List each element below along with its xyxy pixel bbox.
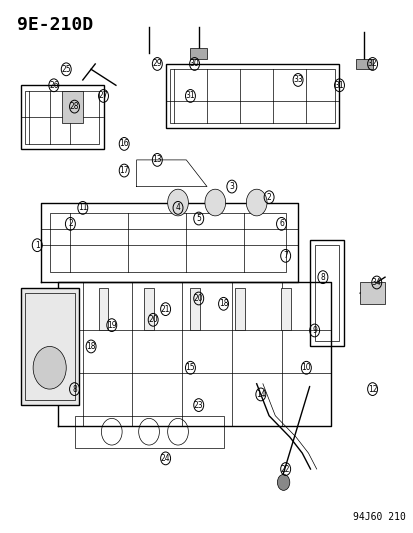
Text: 11: 11 <box>78 204 87 212</box>
Bar <box>74 416 223 448</box>
Bar <box>165 64 339 128</box>
Text: 18: 18 <box>86 342 95 351</box>
Text: 12: 12 <box>367 385 376 393</box>
Bar <box>235 288 244 330</box>
Text: 32: 32 <box>367 60 377 68</box>
Circle shape <box>167 189 188 216</box>
Text: 30: 30 <box>189 60 199 68</box>
Bar <box>21 288 78 405</box>
Bar <box>189 288 199 330</box>
Text: 8: 8 <box>72 385 77 393</box>
Text: 20: 20 <box>148 316 158 324</box>
Text: 3: 3 <box>229 182 234 191</box>
Text: 33: 33 <box>292 76 302 84</box>
Bar <box>25 293 74 400</box>
Bar <box>50 213 285 272</box>
Bar <box>190 48 206 59</box>
Text: 16: 16 <box>119 140 129 148</box>
Text: 23: 23 <box>193 401 203 409</box>
Text: 17: 17 <box>119 166 129 175</box>
Text: 22: 22 <box>280 465 290 473</box>
Circle shape <box>204 189 225 216</box>
Text: 7: 7 <box>282 252 287 260</box>
Text: 20: 20 <box>193 294 203 303</box>
Text: 31: 31 <box>334 81 344 90</box>
Text: 15: 15 <box>185 364 195 372</box>
Text: 24: 24 <box>160 454 170 463</box>
Text: 5: 5 <box>196 214 201 223</box>
Text: 9E-210D: 9E-210D <box>17 16 93 34</box>
Text: 27: 27 <box>98 92 108 100</box>
Text: 10: 10 <box>301 364 311 372</box>
Bar <box>355 59 372 69</box>
Text: 18: 18 <box>218 300 228 308</box>
Circle shape <box>277 474 289 490</box>
Text: 31: 31 <box>185 92 195 100</box>
Bar <box>62 91 83 123</box>
Text: 13: 13 <box>152 156 162 164</box>
Text: 1: 1 <box>35 241 40 249</box>
Text: 34: 34 <box>371 278 381 287</box>
Circle shape <box>33 346 66 389</box>
Text: 94J60 210: 94J60 210 <box>352 512 405 522</box>
Text: 2: 2 <box>68 220 73 228</box>
Text: 28: 28 <box>70 102 79 111</box>
Text: 26: 26 <box>49 81 59 90</box>
Bar <box>169 69 335 123</box>
Circle shape <box>246 189 266 216</box>
Bar <box>310 240 343 346</box>
Bar <box>144 288 154 330</box>
Text: 9: 9 <box>311 326 316 335</box>
Bar <box>359 282 384 304</box>
Bar <box>280 288 290 330</box>
Bar <box>21 85 103 149</box>
Text: 8: 8 <box>320 273 325 281</box>
Text: 25: 25 <box>61 65 71 74</box>
Text: 21: 21 <box>161 305 170 313</box>
Text: 2: 2 <box>266 193 271 201</box>
Bar <box>98 288 108 330</box>
Text: 6: 6 <box>278 220 283 228</box>
Text: 4: 4 <box>175 204 180 212</box>
Bar <box>314 245 339 341</box>
Text: 14: 14 <box>255 390 265 399</box>
Text: 19: 19 <box>107 321 116 329</box>
Text: 29: 29 <box>152 60 162 68</box>
Bar <box>25 91 99 144</box>
